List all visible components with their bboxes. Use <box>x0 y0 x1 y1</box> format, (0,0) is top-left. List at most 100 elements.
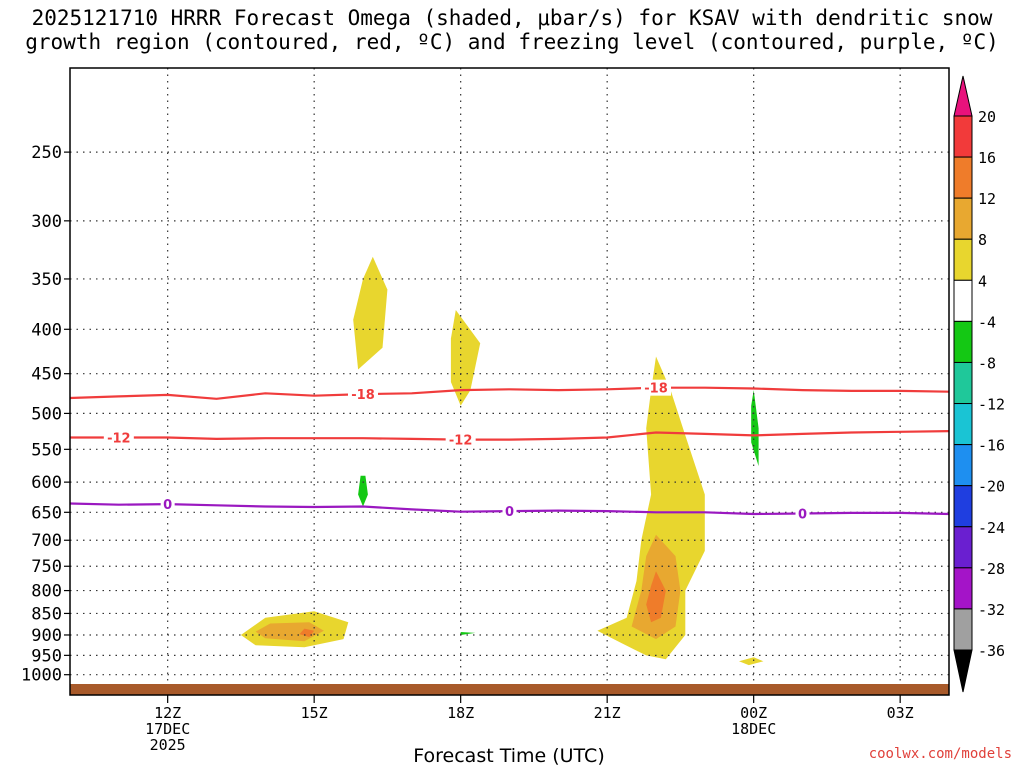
colorbar-swatch-9 <box>953 444 973 487</box>
colorbar-swatch-11 <box>953 526 973 569</box>
colorbar-label-3: 8 <box>978 231 987 249</box>
x-tick-label-12Z-2: 2025 <box>150 736 186 754</box>
y-tick-label-900: 900 <box>31 626 62 646</box>
plot-frame <box>69 67 950 696</box>
x-tick-label-15Z-0: 15Z <box>301 704 328 722</box>
contour-label-bg <box>502 503 517 520</box>
x-tick-label-12Z-0: 12Z <box>154 704 181 722</box>
colorbar-swatch-10 <box>953 485 973 528</box>
omega-shade-19 <box>646 571 666 623</box>
omega-shade-0 <box>304 233 319 366</box>
contour-label-dgz-minus18: -18 <box>351 388 375 403</box>
colorbar-swatch-13 <box>953 608 973 651</box>
contour-label-bg <box>795 505 810 522</box>
colorbar-label-13: -36 <box>978 642 1005 660</box>
surface-ground-bar <box>70 684 949 695</box>
colorbar: 20 16 12 8 4 -4 -8 -12 -16 -20 -24 -28 -32 -36 <box>953 75 1005 693</box>
omega-shade-4 <box>504 220 525 268</box>
colorbar-swatch-6 <box>953 320 973 363</box>
contour-label-freezing-level-0: 0 <box>505 505 514 520</box>
contour-label-bg <box>641 379 671 396</box>
colorbar-swatch-3 <box>953 197 973 240</box>
contour-label-bg <box>103 429 134 446</box>
y-tick-label-400: 400 <box>31 320 62 340</box>
colorbar-swatch-12 <box>953 567 973 610</box>
y-tick-label-300: 300 <box>31 212 62 232</box>
y-tick-label-1000: 1000 <box>21 666 62 686</box>
y-tick-label-250: 250 <box>31 143 62 163</box>
colorbar-label-5: -4 <box>978 313 996 331</box>
omega-shade-13 <box>751 390 759 467</box>
title-line-1: 2025121710 HRRR Forecast Omega (shaded, … <box>31 6 993 30</box>
pressure-axis: 2503003504004505005506006507007508008509… <box>21 143 70 686</box>
contour-label-dgz-minus12: -12 <box>107 431 131 446</box>
colorbar-swatch-4 <box>953 238 973 281</box>
omega-shade-12 <box>734 310 832 627</box>
contour-label-freezing-level-0: 0 <box>798 507 807 522</box>
y-tick-label-500: 500 <box>31 404 62 424</box>
contour-layer: -18 -18 -12 -12 0 0 0 <box>69 379 950 522</box>
omega-shade-10 <box>597 653 613 664</box>
x-tick-label-00Z-0: 00Z <box>740 704 767 722</box>
contour-label-dgz-minus18: -18 <box>644 382 668 397</box>
omega-shade-3 <box>411 479 490 572</box>
colorbar-label-9: -20 <box>978 478 1005 496</box>
colorbar-label-1: 16 <box>978 149 996 167</box>
colorbar-label-12: -32 <box>978 601 1005 619</box>
y-tick-label-950: 950 <box>31 646 62 666</box>
colorbar-swatch-5 <box>953 279 973 322</box>
x-tick-label-21Z-0: 21Z <box>594 704 621 722</box>
contour-label-bg <box>160 496 175 513</box>
omega-shade-11 <box>695 28 715 113</box>
colorbar-bottom-triangle <box>953 649 973 693</box>
colorbar-label-2: 12 <box>978 190 996 208</box>
colorbar-swatch-2 <box>953 156 973 199</box>
y-tick-label-800: 800 <box>31 582 62 602</box>
x-axis-label: Forecast Time (UTC) <box>413 745 604 767</box>
omega-shade-14 <box>895 256 949 398</box>
x-tick-label-00Z-1: 18DEC <box>731 720 776 738</box>
y-tick-label-700: 700 <box>31 531 62 551</box>
omega-shading-layer <box>240 28 949 666</box>
colorbar-label-4: 4 <box>978 272 987 290</box>
contour-label-bg <box>348 386 378 403</box>
x-tick-label-18Z-0: 18Z <box>447 704 474 722</box>
contour-dgz-minus12 <box>70 430 950 441</box>
contour-label-bg <box>445 431 476 448</box>
omega-shade-23 <box>739 657 764 666</box>
contour-dgz-minus18 <box>69 386 950 400</box>
contour-label-dgz-minus12: -12 <box>449 434 473 449</box>
omega-shade-8 <box>577 128 622 188</box>
chart-title: 2025121710 HRRR Forecast Omega (shaded, … <box>0 6 1024 54</box>
omega-shade-21 <box>255 622 324 642</box>
y-tick-label-450: 450 <box>31 365 62 385</box>
omega-shade-7 <box>358 653 373 664</box>
colorbar-swatch-8 <box>953 403 973 446</box>
colorbar-label-10: -24 <box>978 519 1005 537</box>
watermark: coolwx.com/models <box>868 746 1012 762</box>
y-tick-label-750: 750 <box>31 557 62 577</box>
colorbar-label-11: -28 <box>978 560 1005 578</box>
title-line-2: growth region (contoured, red, ºC) and f… <box>25 30 999 54</box>
colorbar-label-0: 20 <box>978 108 996 126</box>
colorbar-swatch-7 <box>953 361 973 405</box>
x-tick-label-03Z-0: 03Z <box>887 704 914 722</box>
omega-shade-6 <box>460 632 476 635</box>
colorbar-label-8: -16 <box>978 437 1005 455</box>
colorbar-label-6: -8 <box>978 354 996 372</box>
y-tick-label-350: 350 <box>31 270 62 290</box>
y-tick-label-550: 550 <box>31 440 62 460</box>
y-tick-label-850: 850 <box>31 604 62 624</box>
omega-shade-1 <box>338 428 403 541</box>
colorbar-top-triangle <box>953 75 973 117</box>
colorbar-swatch-1 <box>953 115 973 158</box>
omega-shade-16 <box>450 310 481 406</box>
x-tick-label-12Z-1: 17DEC <box>145 720 190 738</box>
y-tick-label-600: 600 <box>31 473 62 493</box>
contour-label-freezing-level-0: 0 <box>163 498 172 513</box>
colorbar-label-7: -12 <box>978 396 1005 414</box>
omega-shade-15 <box>353 256 388 370</box>
omega-shade-2 <box>358 475 368 507</box>
